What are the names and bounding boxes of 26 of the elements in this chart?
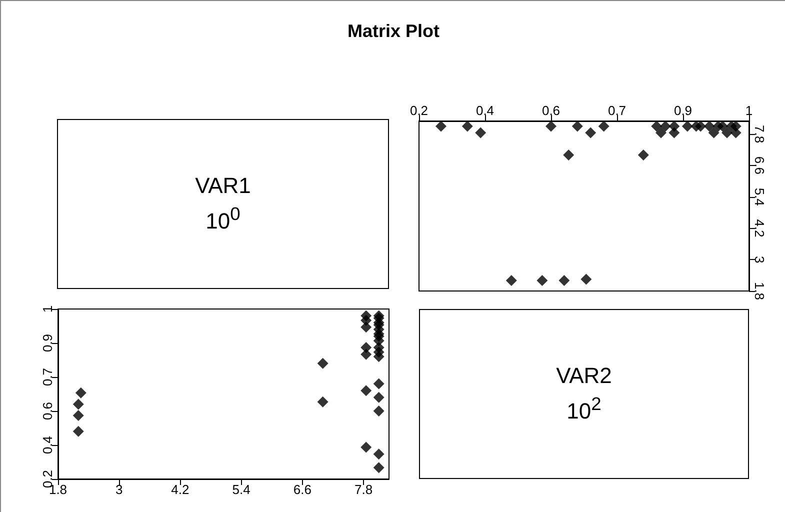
y-tick-label: 0.7 bbox=[40, 368, 55, 386]
x-tick-label: 7.8 bbox=[354, 482, 373, 497]
y-tick-label: 1.8 bbox=[752, 282, 767, 300]
y-tick-label: 0.6 bbox=[40, 402, 55, 420]
x-tick-label: 0.7 bbox=[608, 103, 626, 118]
x-tick-label: 6.6 bbox=[293, 482, 312, 497]
y-tick-label: 1 bbox=[40, 305, 55, 313]
y-tick-label: 5.4 bbox=[752, 188, 767, 206]
y-tick-label: 3 bbox=[752, 256, 767, 264]
text: 10$^{2}$ bbox=[566, 392, 602, 426]
y-tick-label: 0.9 bbox=[40, 334, 55, 352]
text: 10$^{0}$ bbox=[206, 202, 240, 236]
x-tick-label: 0.4 bbox=[476, 103, 494, 118]
text: VAR2 bbox=[556, 362, 612, 390]
x-tick-label: 0.9 bbox=[674, 103, 692, 118]
text: VAR1 bbox=[195, 172, 251, 200]
x-tick-label: 0.2 bbox=[410, 103, 428, 118]
y-tick-label: 0.4 bbox=[40, 436, 55, 454]
x-tick-label: 0.6 bbox=[542, 103, 560, 118]
x-tick-label: 5.4 bbox=[232, 482, 250, 497]
text: Matrix Plot bbox=[346, 21, 440, 42]
x-tick-label: 4.2 bbox=[171, 482, 190, 497]
x-tick-label: 3 bbox=[115, 482, 123, 497]
y-tick-label: 7.8 bbox=[752, 125, 767, 144]
y-tick-label: 6.6 bbox=[752, 156, 767, 174]
y-tick-label: 4.2 bbox=[752, 219, 767, 238]
